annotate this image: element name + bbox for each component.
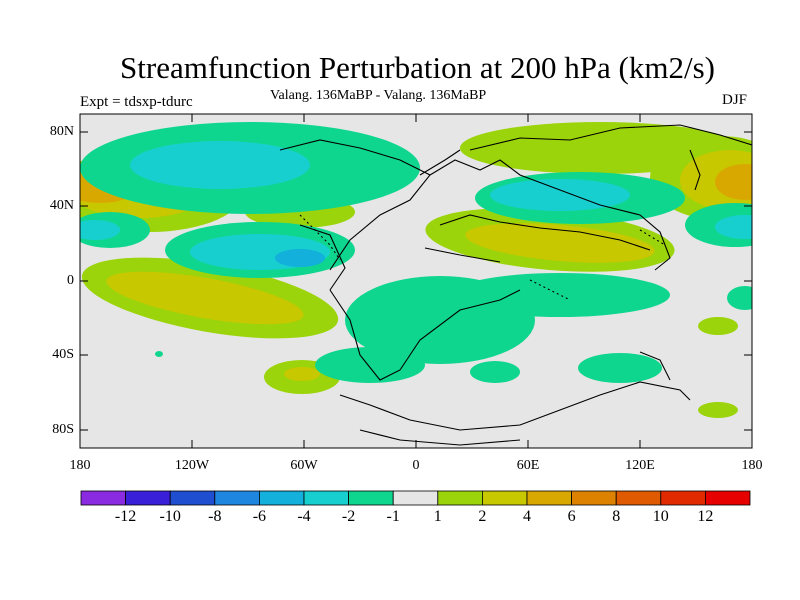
colorbar-label: 4 [523,508,531,525]
colorbar-label: 1 [433,508,442,525]
colorbar-label: -1 [386,508,400,525]
anomaly-region-negative [490,179,630,211]
anomaly-region-positive [715,164,752,200]
plot-subtitle: Valang. 136MaBP - Valang. 136MaBP [270,88,487,103]
experiment-label: Expt = tdsxp-tdurc [80,94,193,110]
colorbar-swatch [615,490,662,506]
colorbar-label: 6 [567,508,576,525]
colorbar-swatch [258,490,305,506]
lat-label: 80N [49,124,74,139]
anomaly-region-negative [275,249,325,267]
colorbar-swatch [125,490,171,506]
colorbar-swatch [481,490,528,506]
colorbar-swatch [214,490,260,506]
colorbar-label: -4 [297,508,311,525]
lon-label: 0 [412,458,420,473]
colorbar-label: -6 [252,508,267,525]
lon-label: 120W [174,458,210,473]
colorbar-label: -10 [159,508,181,525]
lon-label: 120E [625,458,655,473]
anomaly-region-negative [450,273,670,317]
colorbar-label: -2 [341,508,356,525]
colorbar-swatch [660,490,706,506]
colorbar-swatch [303,490,349,506]
anomaly-region-positive [465,223,655,263]
season-label: DJF [722,92,748,108]
anomaly-region-negative [470,361,520,383]
colorbar-label: -8 [208,508,222,525]
colorbar-swatch [526,490,572,506]
anomaly-region-negative [578,353,662,383]
colorbar-label: 8 [612,508,621,525]
colorbar [80,490,751,506]
colorbar-swatch [169,490,216,506]
lat-label: 80S [52,422,74,437]
lat-label: 40N [49,198,74,213]
plot-title: Streamfunction Perturbation at 200 hPa (… [120,50,715,85]
colorbar-swatch [392,490,439,506]
colorbar-swatch [348,490,394,506]
lat-label: 40S [52,347,74,362]
colorbar-swatch [80,490,126,506]
anomaly-region-positive [284,367,320,381]
anomaly-region-negative [727,286,752,310]
lon-label: 60E [516,458,540,473]
colorbar-label: 12 [697,508,714,525]
map-field [80,114,752,448]
colorbar-swatch [571,490,617,506]
colorbar-label: 10 [652,508,669,525]
anomaly-region-positive [106,271,304,325]
colorbar-swatch [705,490,751,506]
anomaly-region-negative [715,215,752,239]
anomaly-region-negative [155,351,163,357]
colorbar-label: -12 [114,508,137,525]
anomaly-region-positive [698,402,738,418]
anomaly-region-positive [698,317,738,335]
lon-label: 60W [290,458,318,473]
anomaly-region-negative [130,141,310,189]
axis-ticks [80,114,752,448]
colorbar-label: 2 [478,508,487,525]
anomaly-region-negative [80,220,120,240]
lat-label: 0 [67,273,74,288]
colorbar-swatch [437,490,483,506]
lon-label: 180 [741,458,763,473]
anomaly-region-negative [315,347,425,383]
continent-outlines [279,124,752,446]
lon-label: 180 [69,458,91,473]
